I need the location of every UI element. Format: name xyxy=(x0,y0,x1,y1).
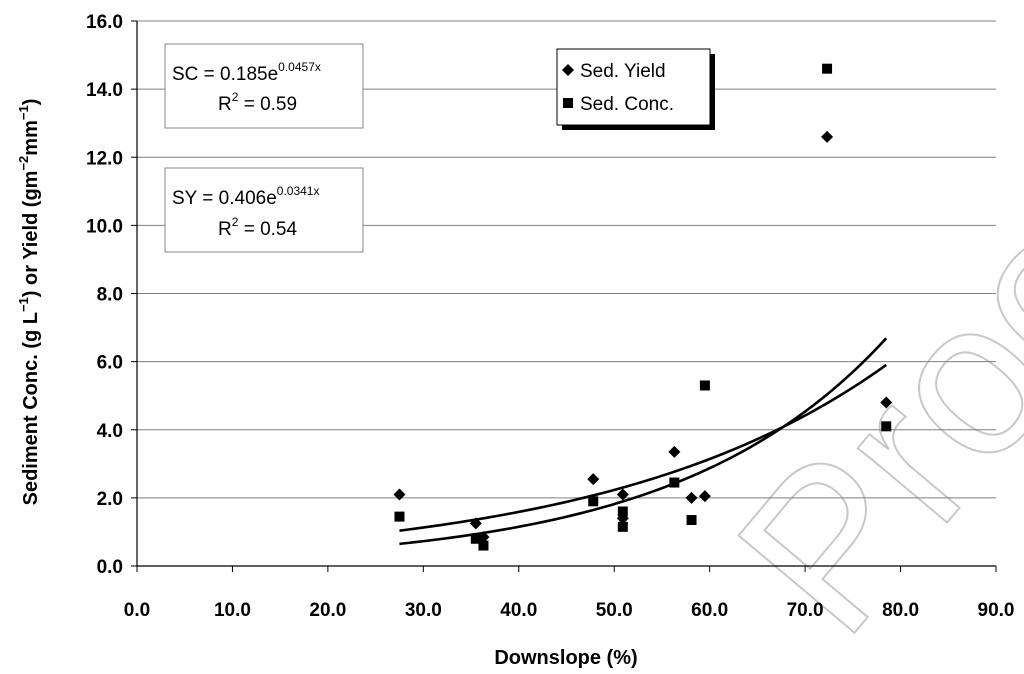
legend-marker-sed-conc xyxy=(563,98,573,108)
point-sed-conc xyxy=(588,496,599,507)
legend: Sed. Yield Sed. Conc. xyxy=(556,48,715,130)
legend-label-sed-yield: Sed. Yield xyxy=(580,61,666,82)
point-sed-conc xyxy=(822,63,833,74)
point-sed-conc xyxy=(686,515,697,526)
x-tick-label: 80.0 xyxy=(882,600,919,621)
x-tick-label: 10.0 xyxy=(214,600,251,621)
legend-marker-sed-yield xyxy=(562,64,574,76)
trendline-sc xyxy=(399,337,888,546)
x-tick-label: 0.0 xyxy=(124,600,150,621)
point-sed-conc xyxy=(881,421,892,432)
point-sed-conc xyxy=(478,540,489,551)
watermark-text: Proof xyxy=(691,115,1024,674)
point-sed-conc xyxy=(394,511,405,522)
point-sed-conc xyxy=(699,380,710,391)
x-tick-label: 20.0 xyxy=(309,600,346,621)
equation-box-sc-frame xyxy=(164,43,364,129)
x-axis-title: Downslope (%) xyxy=(494,647,637,669)
y-axis-title: Sediment Conc. (g L−1) or Yield (gm−2mm−… xyxy=(16,99,42,506)
point-sed-yield xyxy=(393,488,406,501)
y-tick-label: 16.0 xyxy=(86,12,123,33)
point-sed-yield xyxy=(821,130,834,143)
r2-sc: R2 = 0.59 xyxy=(218,90,297,115)
y-tick-label: 14.0 xyxy=(86,80,123,101)
data-points xyxy=(393,63,893,551)
trendline-sy xyxy=(399,363,887,532)
x-tick-label: 40.0 xyxy=(500,600,537,621)
point-sed-conc xyxy=(470,533,481,544)
x-tick-label: 70.0 xyxy=(787,600,824,621)
legend-frame xyxy=(556,48,711,126)
legend-label-sed-conc: Sed. Conc. xyxy=(580,94,674,115)
x-tick-label: 30.0 xyxy=(405,600,442,621)
y-tick-label: 8.0 xyxy=(97,285,123,306)
point-sed-conc xyxy=(617,506,628,517)
equation-box-sc: SC = 0.185e0.0457x R2 = 0.59 xyxy=(164,43,364,129)
axes xyxy=(131,20,997,572)
y-tick-label: 10.0 xyxy=(86,216,123,237)
y-tick-label: 0.0 xyxy=(97,557,123,578)
point-sed-yield xyxy=(616,488,629,501)
point-sed-conc xyxy=(617,521,628,532)
equation-box-sy-frame xyxy=(164,167,364,253)
point-sed-yield xyxy=(668,445,681,458)
tick-labels: 0.0 2.0 4.0 6.0 8.0 10.0 12.0 14.0 16.0 0.0 10.0 20… xyxy=(86,12,1014,621)
equation-sc: SC = 0.185e0.0457x xyxy=(172,60,321,85)
point-sed-conc xyxy=(669,477,680,488)
y-tick-label: 2.0 xyxy=(97,489,123,510)
r2-sy: R2 = 0.54 xyxy=(218,215,297,240)
point-sed-yield xyxy=(587,473,600,486)
y-tick-label: 6.0 xyxy=(97,353,123,374)
x-tick-label: 50.0 xyxy=(596,600,633,621)
y-tick-label: 4.0 xyxy=(97,421,123,442)
point-sed-yield xyxy=(685,491,698,504)
equation-box-sy: SY = 0.406e0.0341x R2 = 0.54 xyxy=(164,167,364,253)
y-tick-label: 12.0 xyxy=(86,148,123,169)
trendlines xyxy=(399,337,888,546)
x-tick-label: 90.0 xyxy=(978,600,1015,621)
point-sed-yield xyxy=(698,490,711,503)
x-tick-label: 60.0 xyxy=(691,600,728,621)
point-sed-yield xyxy=(880,396,893,409)
point-sed-yield xyxy=(469,517,482,530)
equation-sy: SY = 0.406e0.0341x xyxy=(172,184,319,209)
